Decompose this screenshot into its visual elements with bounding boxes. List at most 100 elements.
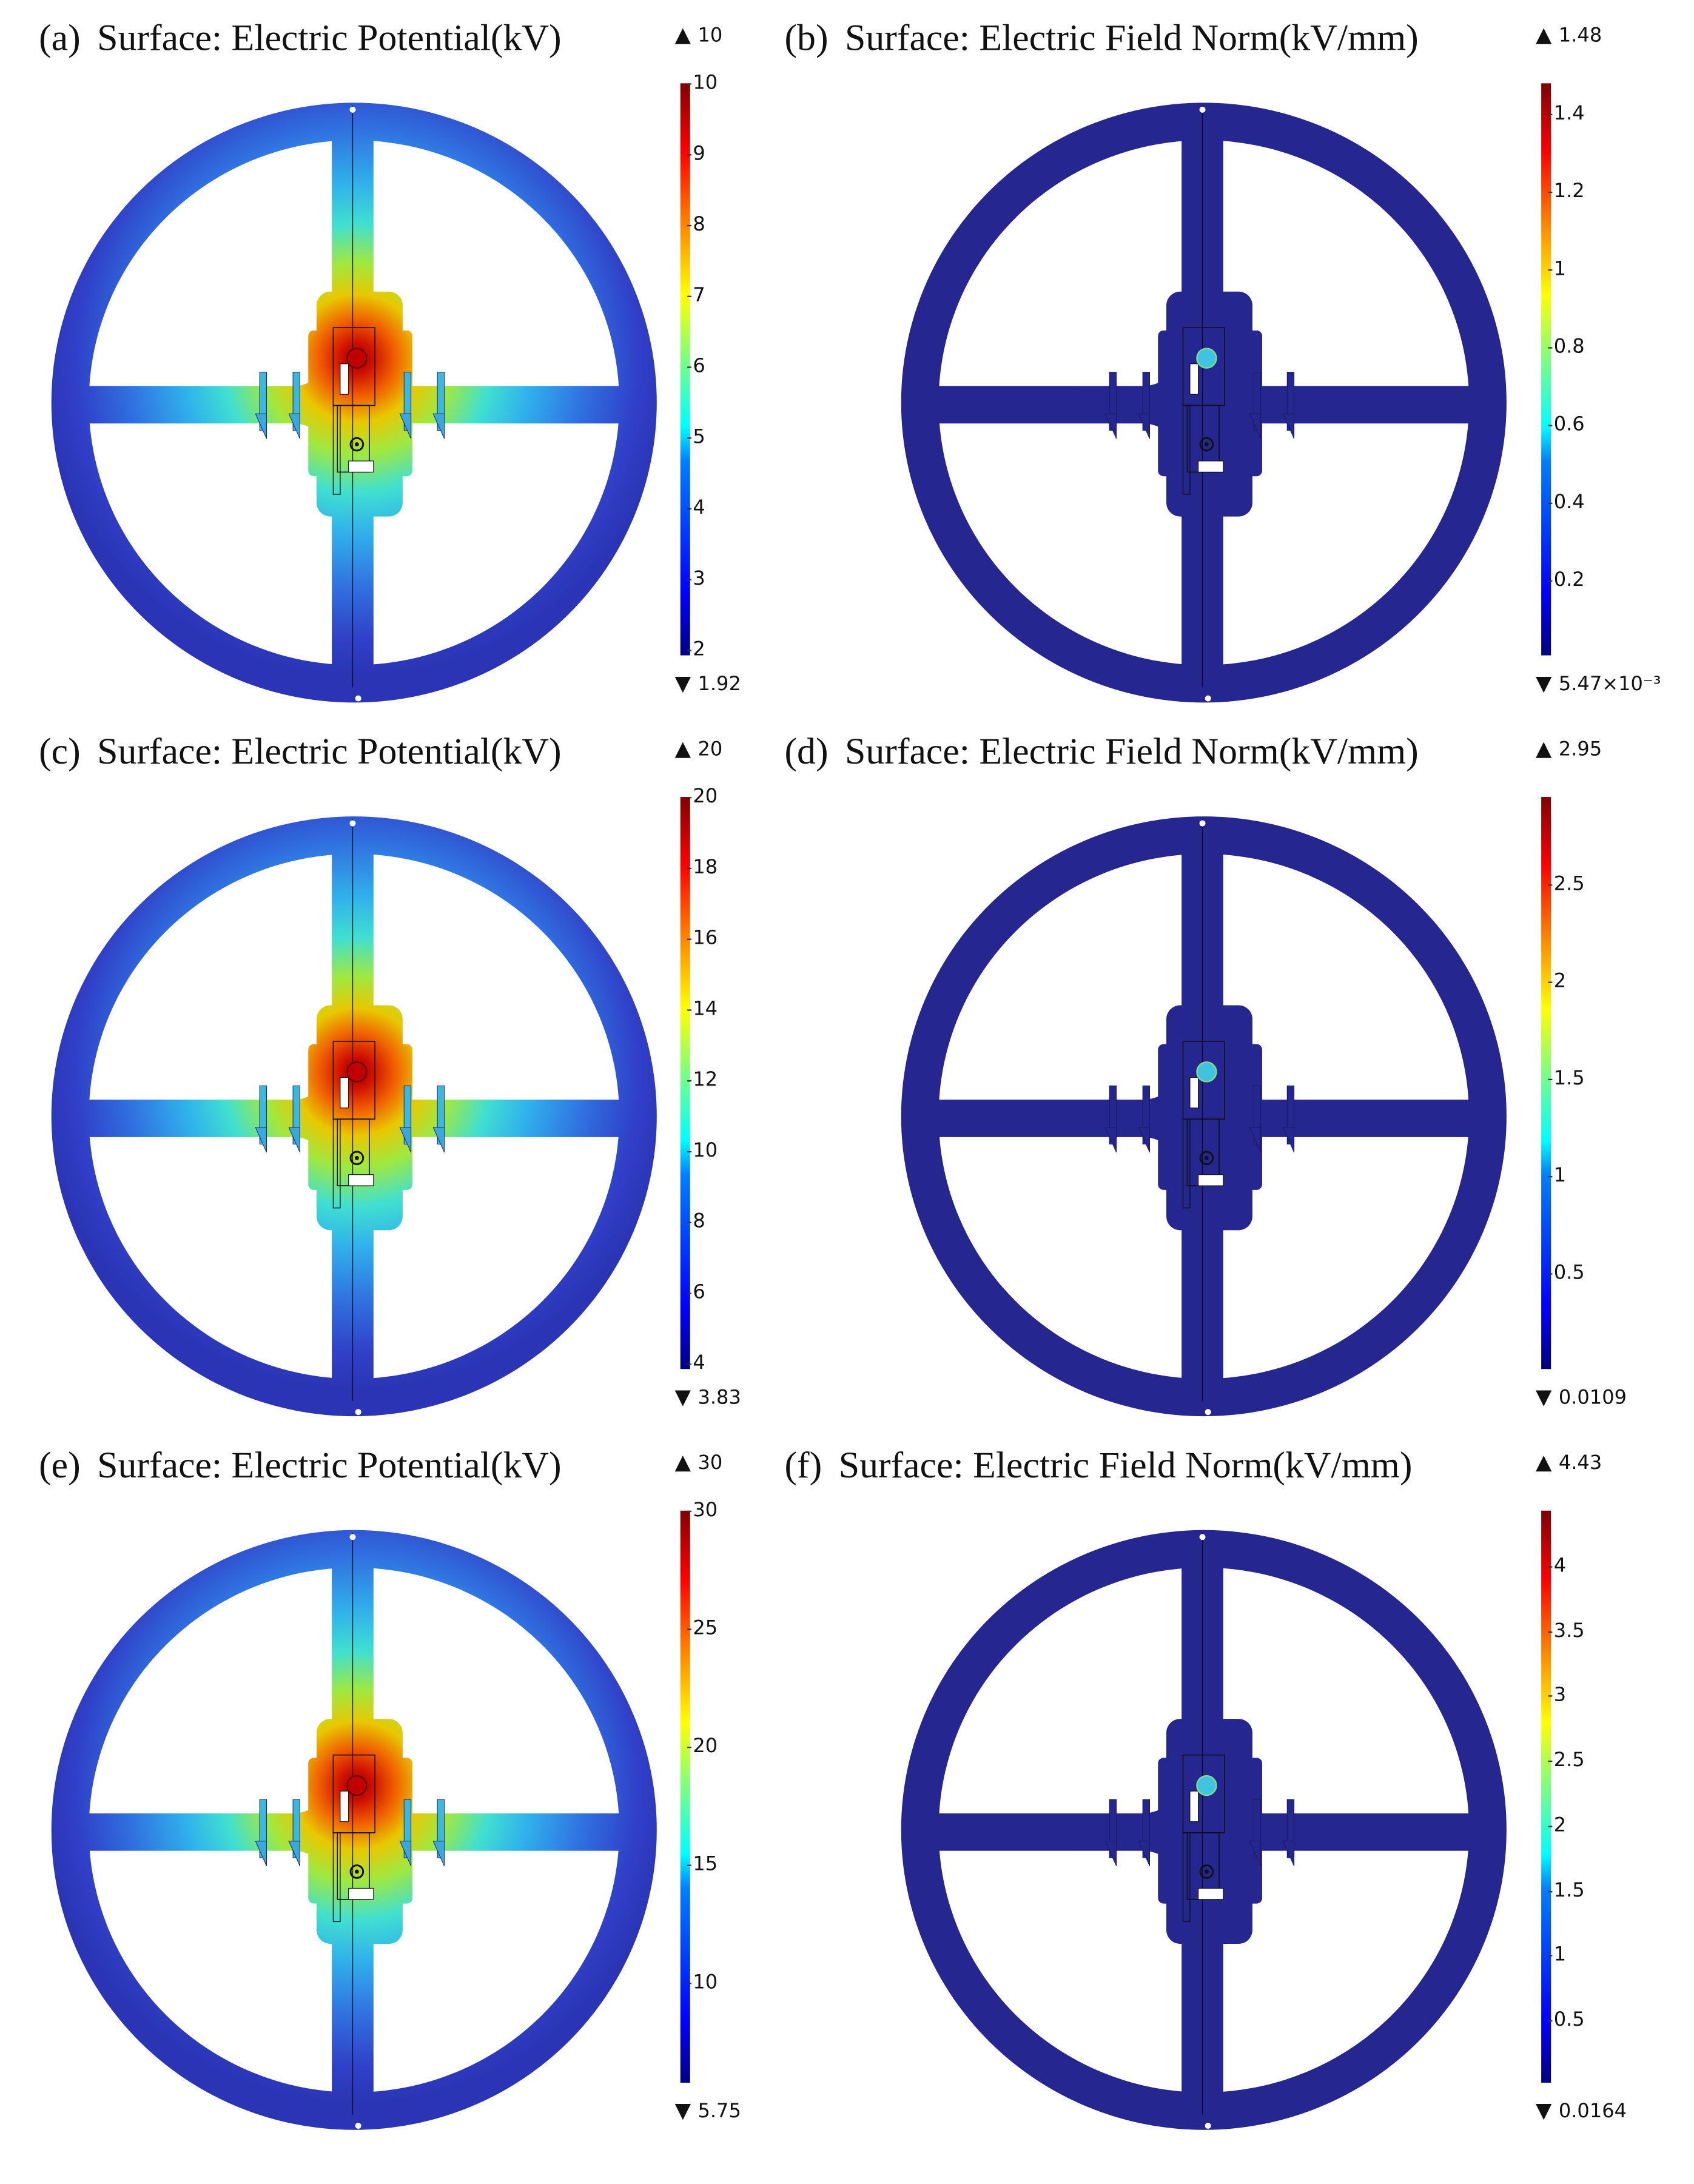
min-value: 5.47×10⁻³ (1558, 673, 1661, 696)
panel-title: (b) Surface: Electric Field Norm(kV/mm) (784, 16, 1418, 59)
colorbar-tick-label: 3 (1553, 1685, 1567, 1707)
colorbar-tick-label: 4 (1553, 1555, 1567, 1578)
colorbar-tick-label: 10 (693, 1971, 718, 1994)
colorbar-tick-mark (687, 295, 692, 297)
panel-title: (c) Surface: Electric Potential(kV) (39, 730, 562, 773)
colorbar-tick-mark (1548, 1826, 1553, 1827)
colorbar-tick-label: 1.4 (1553, 103, 1585, 126)
colorbar (680, 797, 690, 1369)
colorbar-tick-label: 5 (693, 426, 705, 449)
max-triangle-icon: ▲ (674, 1450, 691, 1475)
colorbar-min-label: ▼ 1.92 (675, 671, 741, 696)
high-voltage-electrode (1196, 348, 1217, 369)
colorbar-tick-mark (687, 1151, 692, 1152)
colorbar-tick-mark (687, 366, 692, 368)
panel-title-text: Surface: Electric Field Norm(kV/mm) (838, 1443, 1413, 1486)
colorbar-tick-mark (1548, 1761, 1553, 1762)
simulation-plot (51, 102, 657, 703)
ground-terminal (349, 1151, 365, 1166)
colorbar-tick-label: 18 (693, 856, 718, 879)
colorbar-tick-label: 2.5 (1553, 1749, 1585, 1772)
colorbar-tick-mark (687, 1292, 692, 1294)
colorbar-max-label: ▲ 10 (675, 22, 723, 47)
ground-terminal (1199, 437, 1214, 452)
colorbar-tick-label: 16 (693, 927, 718, 950)
mount-hole (1199, 820, 1206, 827)
colorbar-tick-mark (687, 154, 692, 156)
panel-b: (b) Surface: Electric Field Norm(kV/mm) ▲ 1… (784, 0, 1694, 714)
colorbar-max-label: ▲ 20 (675, 736, 723, 761)
colorbar-tick-label: 25 (693, 1617, 718, 1640)
colorbar-min-label: ▼ 3.83 (675, 1384, 741, 1409)
colorbar-tick-label: 0.8 (1553, 335, 1585, 358)
max-triangle-icon: ▲ (1535, 736, 1552, 761)
colorbar-tick-label: 6 (693, 1281, 705, 1303)
min-triangle-icon: ▼ (1535, 2098, 1552, 2123)
colorbar-tick-label: 1 (1553, 1165, 1567, 1188)
max-triangle-icon: ▲ (674, 22, 691, 47)
colorbar-tick-mark (687, 1864, 692, 1866)
min-triangle-icon: ▼ (674, 670, 691, 696)
colorbar-tick-mark (687, 508, 692, 510)
colorbar-tick-mark (1548, 269, 1553, 271)
panel-title-text: Surface: Electric Potential(kV) (97, 730, 562, 772)
colorbar-tick-mark (687, 1746, 692, 1748)
colorbar-tick-mark (687, 938, 692, 940)
colorbar-tick-mark (1548, 2020, 1553, 2021)
colorbar-tick-label: 1.5 (1553, 1879, 1585, 1902)
colorbar-tick-label: 4 (693, 497, 705, 520)
colorbar-tick-label: 8 (693, 213, 705, 237)
max-triangle-icon: ▲ (1535, 1450, 1552, 1475)
colorbar-tick-label: 0.5 (1553, 2009, 1585, 2031)
panel-title-text: Surface: Electric Potential(kV) (97, 16, 562, 59)
panel-label: (f) (784, 1443, 822, 1486)
colorbar-tick-mark (1548, 884, 1553, 886)
colorbar-tick-mark (1548, 1955, 1553, 1957)
colorbar-tick-label: 1.2 (1553, 181, 1585, 203)
colorbar-tick-mark (1548, 1631, 1553, 1633)
colorbar-min-label: ▼ 5.47×10⁻³ (1536, 671, 1661, 696)
colorbar (680, 1510, 690, 2083)
min-value: 3.83 (697, 1387, 741, 1410)
mount-hole (349, 820, 356, 827)
min-triangle-icon: ▼ (674, 1384, 691, 1410)
colorbar-tick-mark (687, 1009, 692, 1011)
high-voltage-electrode (1196, 1061, 1217, 1083)
max-value: 2.95 (1558, 738, 1602, 761)
colorbar-tick-label: 14 (693, 998, 718, 1021)
colorbar-tick-mark (687, 1363, 692, 1365)
min-value: 0.0164 (1558, 2100, 1627, 2123)
colorbar (1541, 83, 1551, 656)
colorbar-tick-label: 3 (693, 568, 705, 590)
max-value: 20 (697, 738, 723, 761)
max-value: 1.48 (1558, 25, 1602, 47)
colorbar-tick-mark (687, 224, 692, 227)
colorbar-tick-mark (1548, 1890, 1553, 1892)
colorbar (1541, 797, 1551, 1369)
colorbar-tick-mark (687, 650, 692, 651)
max-value: 30 (697, 1452, 723, 1475)
mount-hole (1205, 2122, 1211, 2129)
panel-title-text: Surface: Electric Field Norm(kV/mm) (845, 16, 1419, 59)
panel-e: (e) Surface: Electric Potential(kV) ▲ 30 ▼ 5.… (0, 1427, 847, 2141)
colorbar-max-label: ▲ 1.48 (1536, 22, 1602, 47)
colorbar-tick-label: 1 (1553, 1944, 1567, 1967)
ground-terminal (349, 437, 365, 452)
panel-label: (c) (39, 730, 81, 772)
colorbar-tick-mark (687, 83, 692, 85)
colorbar-tick-label: 0.4 (1553, 491, 1585, 514)
colorbar-tick-label: 12 (693, 1069, 718, 1091)
mount-hole (349, 106, 356, 113)
simulation-plot (51, 1530, 657, 2130)
min-value: 0.0109 (1558, 1387, 1627, 1410)
max-triangle-icon: ▲ (1535, 22, 1552, 47)
colorbar-tick-mark (1548, 502, 1553, 504)
min-triangle-icon: ▼ (1535, 670, 1552, 696)
panel-d: (d) Surface: Electric Field Norm(kV/mm) ▲ 2… (784, 714, 1694, 1428)
colorbar-tick-mark (1548, 1079, 1553, 1081)
colorbar-tick-label: 0.2 (1553, 568, 1585, 591)
colorbar-tick-label: 3.5 (1553, 1620, 1585, 1642)
mount-hole (1205, 1409, 1211, 1416)
colorbar-max-label: ▲ 2.95 (1536, 736, 1602, 761)
